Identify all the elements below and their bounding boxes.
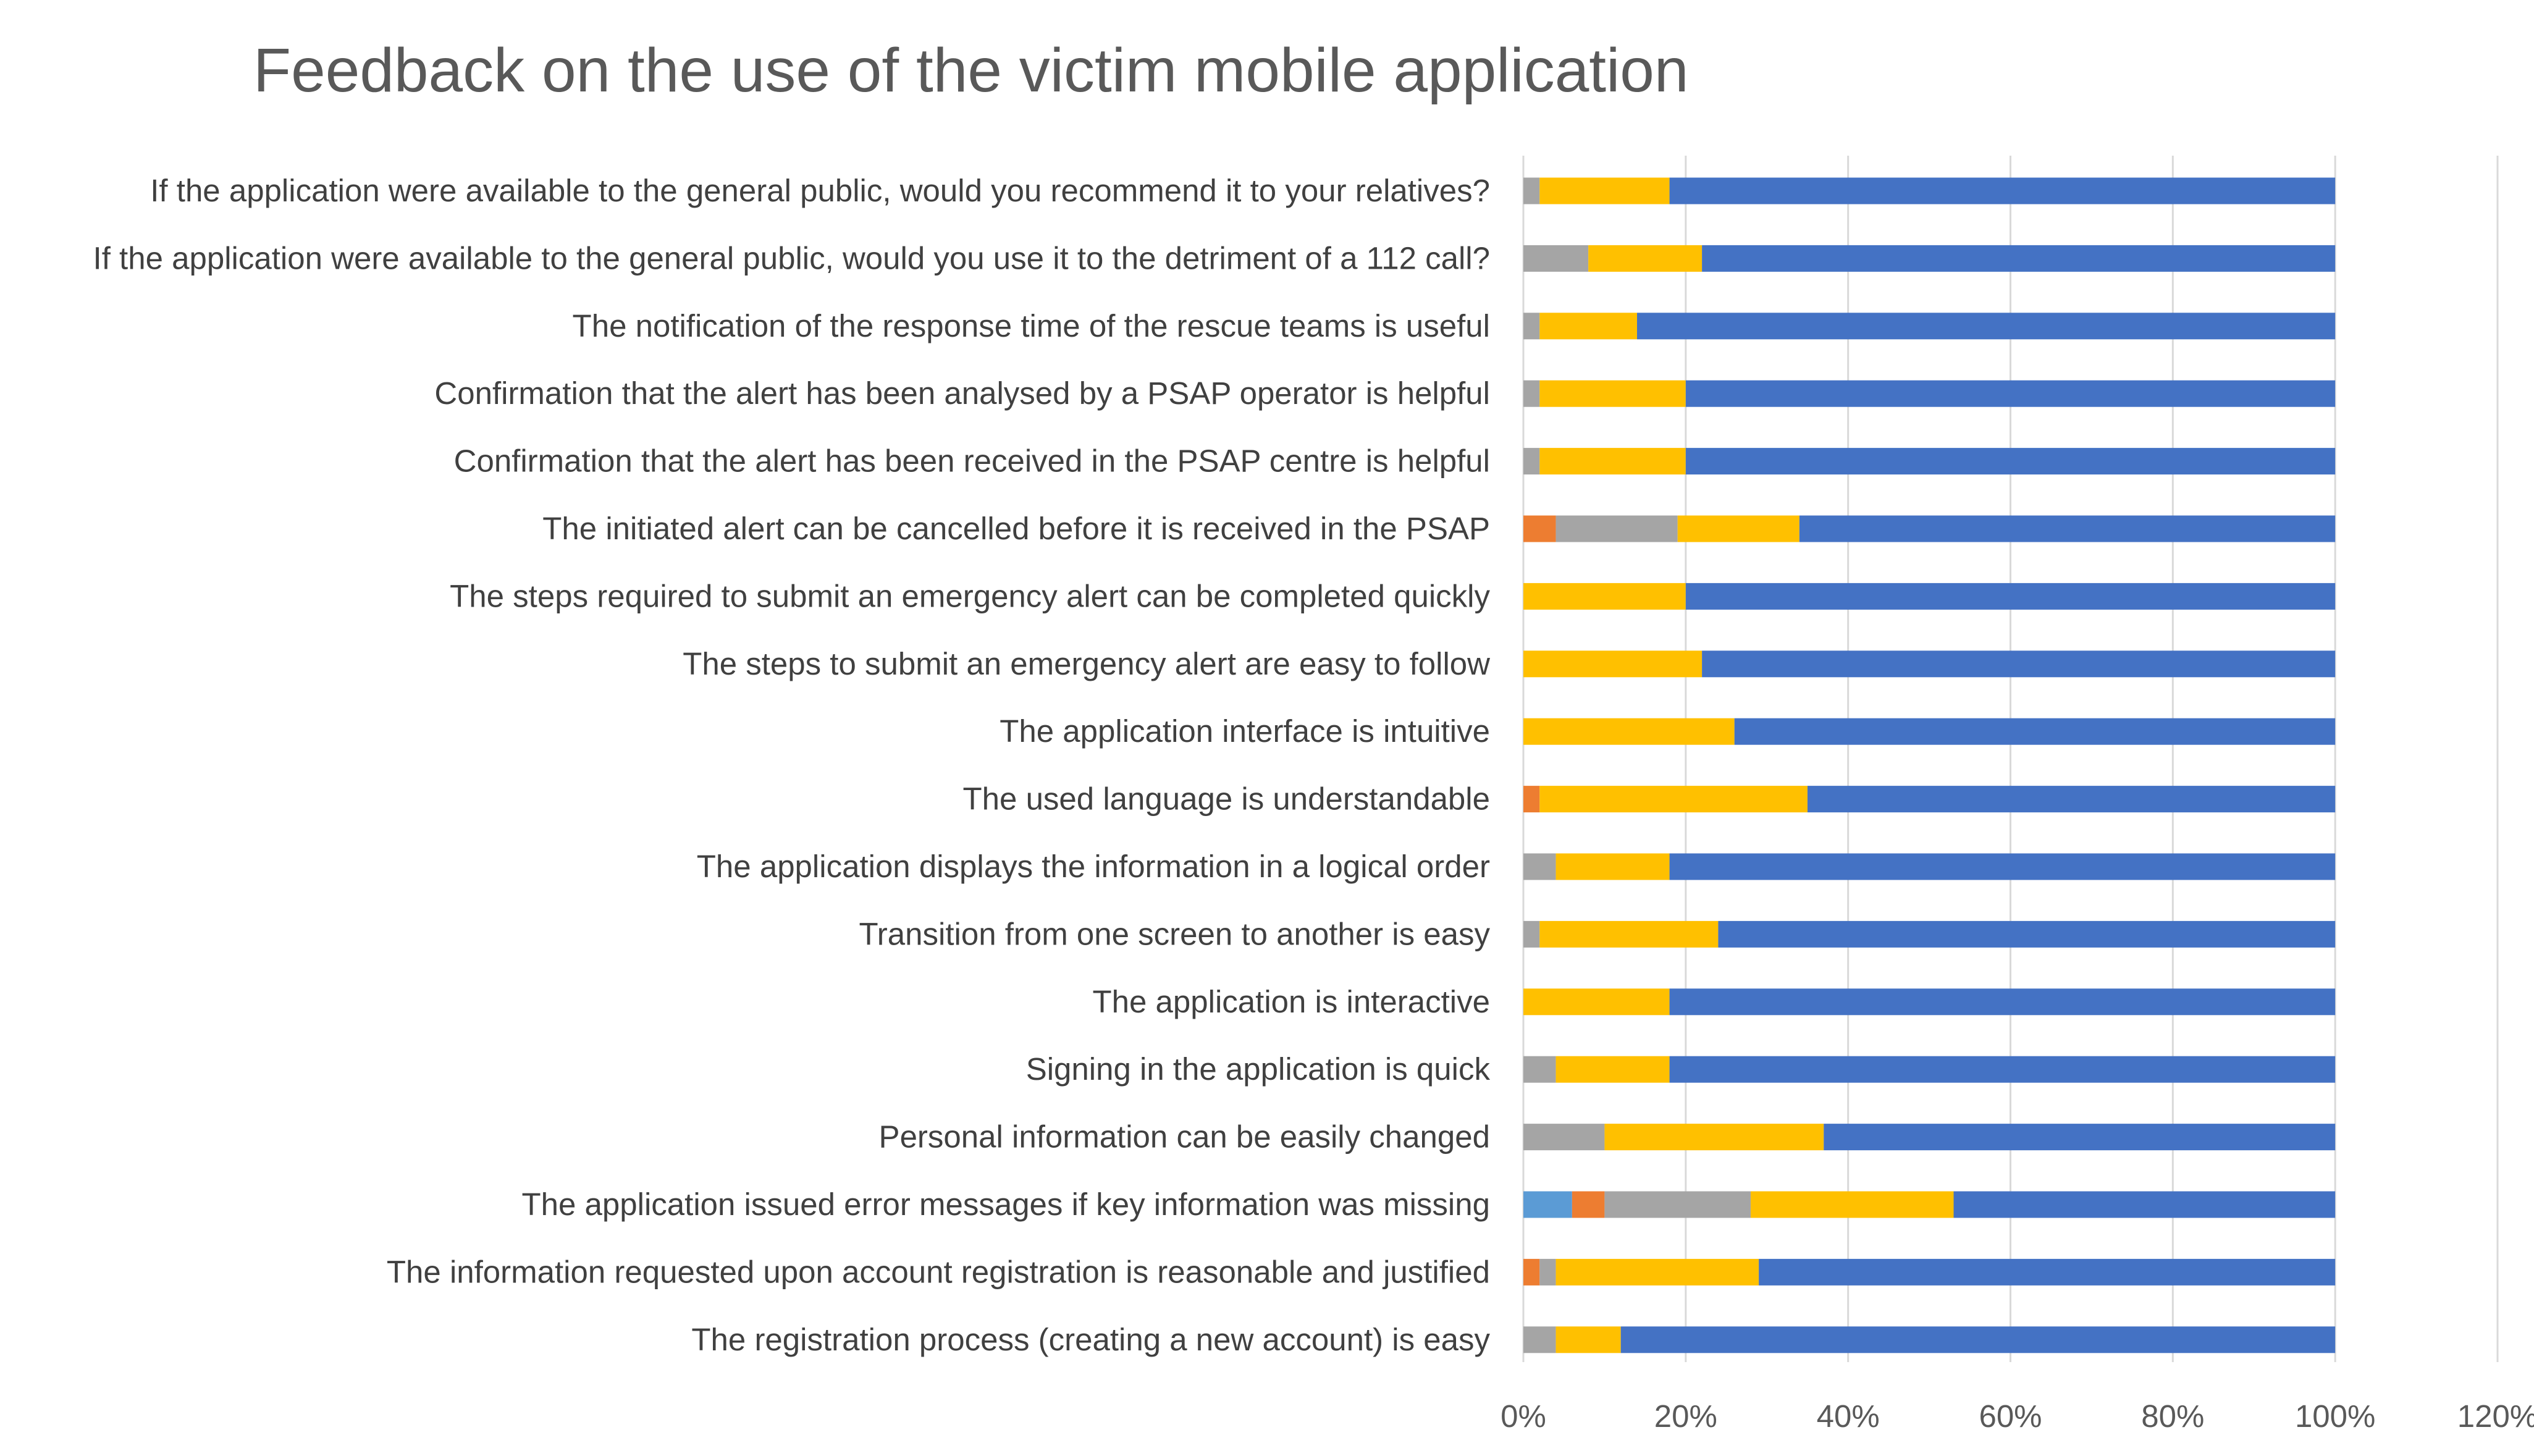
- bar-segment-yellow: [1555, 853, 1670, 880]
- bar-segment-yellow: [1523, 718, 1735, 745]
- bar-segment-blue: [1799, 515, 2336, 542]
- bar-segment-blue: [1636, 313, 2336, 340]
- bar-segment-gray: [1523, 853, 1556, 880]
- category-label: The notification of the response time of…: [573, 308, 1490, 343]
- bar-segment-yellow: [1539, 448, 1686, 475]
- bars: [1523, 177, 2336, 1353]
- bar-segment-gray: [1523, 448, 1540, 475]
- category-label: If the application were available to the…: [93, 240, 1490, 276]
- bar-segment-yellow: [1604, 1124, 1824, 1151]
- bar-segment-blue: [1620, 1326, 2336, 1353]
- bar-segment-yellow: [1539, 920, 1719, 948]
- category-label: The information requested upon account r…: [387, 1254, 1490, 1289]
- bar-segment-light-blue: [1523, 1191, 1572, 1218]
- bar-segment-gray: [1523, 177, 1540, 204]
- category-label: Personal information can be easily chang…: [879, 1119, 1490, 1155]
- x-axis-ticks: 0% 20% 40% 60% 80% 100% 120%: [1501, 1399, 2534, 1434]
- bar-segment-yellow: [1555, 1258, 1759, 1286]
- category-labels: If the application were available to the…: [93, 173, 1491, 1357]
- category-label: The application displays the information…: [697, 849, 1490, 884]
- category-label: The application issued error messages if…: [521, 1187, 1490, 1222]
- x-tick-label: 120%: [2457, 1399, 2534, 1434]
- x-tick-label: 60%: [1979, 1399, 2042, 1434]
- bar-segment-yellow: [1588, 245, 1703, 272]
- bar-segment-gray: [1523, 380, 1540, 407]
- bar-segment-orange: [1523, 515, 1556, 542]
- bar-segment-blue: [1702, 245, 2336, 272]
- x-tick-label: 40%: [1817, 1399, 1880, 1434]
- chart-title: Feedback on the use of the victim mobile…: [253, 36, 1689, 105]
- bar-segment-blue: [1734, 718, 2336, 745]
- bar-segment-blue: [1669, 853, 2336, 880]
- category-label: The used language is understandable: [963, 781, 1490, 817]
- bar-segment-blue: [1718, 920, 2336, 948]
- category-label: The initiated alert can be cancelled bef…: [542, 511, 1490, 546]
- category-label: The application is interactive: [1092, 984, 1490, 1019]
- bar-segment-yellow: [1523, 650, 1703, 678]
- category-label: Confirmation that the alert has been ana…: [434, 376, 1490, 411]
- bar-segment-blue: [1669, 177, 2336, 204]
- bar-segment-gray: [1555, 515, 1678, 542]
- category-label: The application interface is intuitive: [1000, 713, 1490, 749]
- gridlines: [1522, 156, 2499, 1362]
- bar-segment-yellow: [1555, 1056, 1670, 1083]
- bar-segment-gray: [1523, 1326, 1556, 1353]
- bar-segment-gray: [1604, 1191, 1751, 1218]
- category-label: If the application were available to the…: [150, 173, 1490, 208]
- x-tick-label: 20%: [1654, 1399, 1717, 1434]
- bar-segment-orange: [1572, 1191, 1605, 1218]
- bar-segment-blue: [1702, 650, 2336, 678]
- bar-segment-gray: [1523, 245, 1589, 272]
- bar-segment-gray: [1523, 920, 1540, 948]
- bar-segment-blue: [1685, 448, 2336, 475]
- x-tick-label: 80%: [2141, 1399, 2204, 1434]
- bar-segment-blue: [1759, 1258, 2336, 1286]
- bar-segment-gray: [1539, 1258, 1556, 1286]
- category-label: The registration process (creating a new…: [691, 1322, 1490, 1357]
- bar-segment-yellow: [1523, 988, 1670, 1016]
- bar-segment-blue: [1824, 1124, 2336, 1151]
- bar-segment-blue: [1669, 1056, 2336, 1083]
- bar-segment-yellow: [1539, 313, 1637, 340]
- bar-segment-blue: [1953, 1191, 2336, 1218]
- x-tick-label: 0%: [1501, 1399, 1546, 1434]
- bar-segment-yellow: [1677, 515, 1799, 542]
- bar-segment-yellow: [1539, 380, 1686, 407]
- bar-segment-orange: [1523, 786, 1540, 813]
- bar-segment-blue: [1685, 583, 2336, 610]
- bar-segment-yellow: [1523, 583, 1686, 610]
- bar-segment-blue: [1669, 988, 2336, 1016]
- bar-segment-gray: [1523, 1124, 1605, 1151]
- category-label: The steps required to submit an emergenc…: [450, 578, 1490, 613]
- bar-segment-yellow: [1539, 177, 1670, 204]
- bar-segment-blue: [1685, 380, 2336, 407]
- category-label: Confirmation that the alert has been rec…: [454, 444, 1490, 479]
- bar-segment-gray: [1523, 313, 1540, 340]
- bar-segment-orange: [1523, 1258, 1540, 1286]
- bar-segment-yellow: [1555, 1326, 1621, 1353]
- category-label: Signing in the application is quick: [1026, 1051, 1491, 1087]
- category-label: Transition from one screen to another is…: [859, 916, 1491, 951]
- category-label: The steps to submit an emergency alert a…: [683, 646, 1490, 681]
- bar-segment-yellow: [1539, 786, 1808, 813]
- bar-segment-gray: [1523, 1056, 1556, 1083]
- bar-segment-blue: [1807, 786, 2336, 813]
- x-tick-label: 100%: [2295, 1399, 2375, 1434]
- bar-segment-yellow: [1750, 1191, 1954, 1218]
